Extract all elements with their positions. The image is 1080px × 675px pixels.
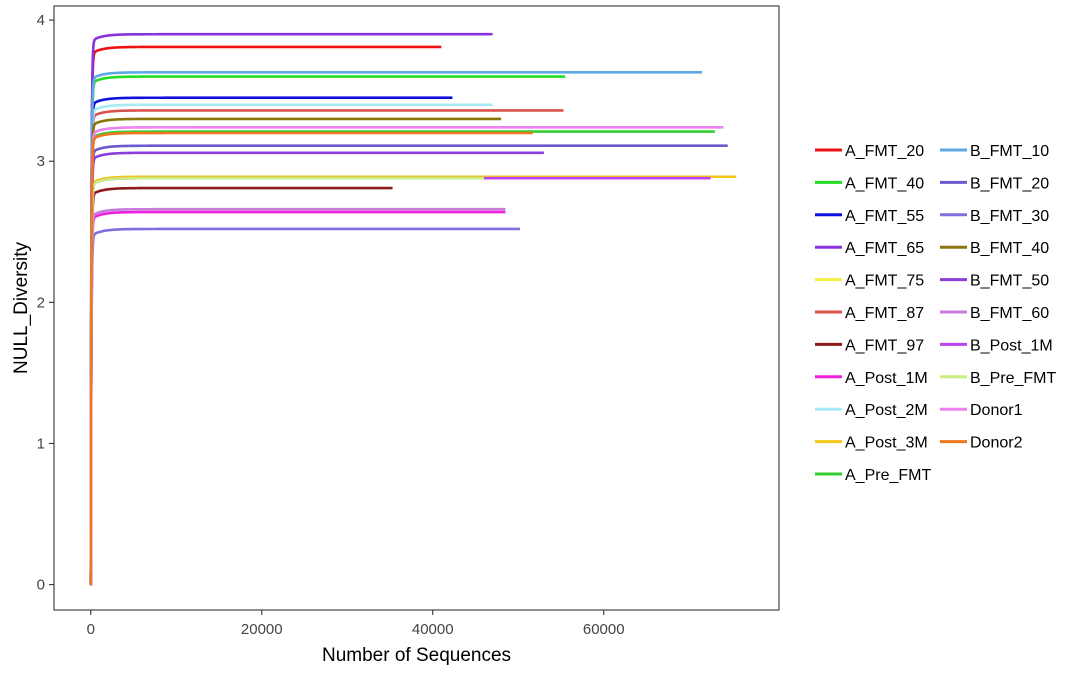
legend-label: A_FMT_87 [845,305,924,322]
legend-item-a-fmt-20: A_FMT_20 [815,143,924,160]
series-line-b-pre-fmt [89,176,485,586]
legend-item-a-fmt-87: A_FMT_87 [815,305,924,322]
legend-item-a-pre-fmt: A_Pre_FMT [815,467,931,484]
legend-label: B_FMT_50 [970,273,1049,290]
legend-item-b-post-1m: B_Post_1M [940,337,1053,354]
x-tick-label: 0 [87,621,95,638]
series-line-donor1 [89,126,724,586]
plot-panel-border [53,5,780,611]
legend-item-a-post-2m: A_Post_2M [815,402,928,419]
legend-item-b-fmt-30: B_FMT_30 [940,208,1049,225]
x-axis-title: Number of Sequences [322,645,511,666]
legend-item-a-post-3m: A_Post_3M [815,435,928,452]
y-axis: 0 1 2 3 4 [37,12,54,594]
series-line-b-fmt-40 [89,117,502,586]
legend-label: B_FMT_60 [970,305,1049,322]
legend-item-a-fmt-65: A_FMT_65 [815,240,924,257]
legend-label: Donor2 [970,435,1023,452]
legend-label: B_FMT_10 [970,143,1049,160]
x-axis: 0 20000 40000 60000 [87,610,625,638]
series-line-a-pre-fmt [89,130,715,586]
legend-label: B_FMT_20 [970,175,1049,192]
series-line-b-fmt-30 [89,227,520,586]
legend-label: A_Post_1M [845,370,928,387]
legend-item-a-fmt-40: A_FMT_40 [815,175,924,192]
legend-label: A_Post_3M [845,435,928,452]
legend-label: A_Post_2M [845,402,928,419]
y-tick-label: 0 [37,577,45,594]
legend-item-b-fmt-60: B_FMT_60 [940,305,1049,322]
legend-label: Donor1 [970,402,1023,419]
series-line-a-post-3m [89,175,737,586]
y-axis-title: NULL_Diversity [11,242,32,374]
legend-label: A_FMT_97 [845,337,924,354]
legend-label: A_Pre_FMT [845,467,931,484]
legend-label: B_FMT_30 [970,208,1049,225]
legend-item-b-fmt-20: B_FMT_20 [940,175,1049,192]
legend-label: B_Post_1M [970,337,1053,354]
legend-label: A_FMT_55 [845,208,924,225]
series-line-b-fmt-10 [89,71,703,586]
legend-item-b-fmt-10: B_FMT_10 [940,143,1049,160]
legend-label: A_FMT_65 [845,240,924,257]
series-lines [89,32,737,586]
series-line-a-fmt-65 [89,32,493,586]
legend-item-a-fmt-97: A_FMT_97 [815,337,924,354]
legend-label: A_FMT_40 [845,175,924,192]
legend-label: A_FMT_20 [845,143,924,160]
y-tick-label: 4 [37,12,45,29]
series-line-a-fmt-55 [89,96,453,586]
series-line-a-fmt-87 [89,109,564,586]
y-tick-label: 2 [37,294,45,311]
legend-item-a-post-1m: A_Post_1M [815,370,928,387]
series-line-a-post-2m [89,103,493,586]
series-line-b-fmt-60 [89,207,506,586]
series-line-a-fmt-40 [89,75,566,586]
series-line-a-post-1m [89,210,506,586]
series-line-b-fmt-20 [89,144,728,586]
legend-label: B_Pre_FMT [970,370,1056,387]
legend-item-b-fmt-50: B_FMT_50 [940,273,1049,290]
legend-item-b-fmt-40: B_FMT_40 [940,240,1049,257]
legend-item-b-pre-fmt: B_Pre_FMT [940,370,1056,387]
legend-label: A_FMT_75 [845,273,924,290]
y-tick-label: 1 [37,435,45,452]
x-tick-label: 40000 [412,621,454,638]
series-line-donor2 [89,131,533,586]
x-tick-label: 60000 [583,621,625,638]
series-line-b-fmt-50 [89,151,544,586]
legend-item-a-fmt-75: A_FMT_75 [815,273,924,290]
legend-item-donor2: Donor2 [940,435,1023,452]
legend: A_FMT_20 A_FMT_40 A_FMT_55 A_FMT_65 A_FMT_75… [815,143,1056,484]
legend-item-donor1: Donor1 [940,402,1023,419]
legend-item-a-fmt-55: A_FMT_55 [815,208,924,225]
series-line-a-fmt-20 [89,45,442,586]
x-tick-label: 20000 [241,621,283,638]
legend-label: B_FMT_40 [970,240,1049,257]
y-tick-label: 3 [37,153,45,170]
